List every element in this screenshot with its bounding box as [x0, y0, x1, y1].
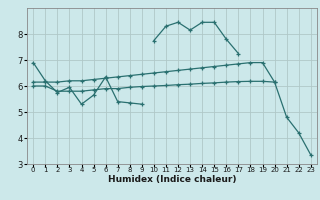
- X-axis label: Humidex (Indice chaleur): Humidex (Indice chaleur): [108, 175, 236, 184]
